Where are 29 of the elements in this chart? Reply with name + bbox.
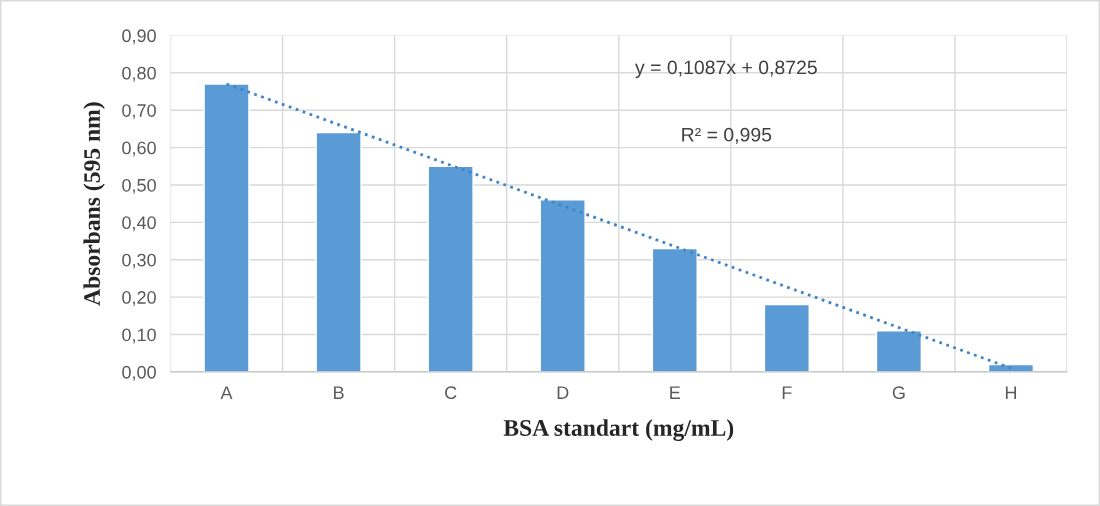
y-axis-title: Absorbans (595 nm) <box>83 102 105 306</box>
x-tick-label: A <box>220 386 233 399</box>
y-tick-label: 0,60 <box>122 141 156 157</box>
y-tick-label: 0,70 <box>122 104 156 120</box>
annotation: y = 0,1087x + 0,8725 <box>635 60 817 79</box>
y-tick-label: 0,40 <box>122 216 156 232</box>
annotation: R² = 0,995 <box>682 127 772 144</box>
bar <box>539 199 586 372</box>
bar <box>763 303 810 372</box>
y-tick-label: 0,20 <box>122 291 156 306</box>
x-tick-label: F <box>782 386 792 399</box>
bar <box>315 131 362 372</box>
bar <box>203 83 250 372</box>
x-tick-label: E <box>670 386 681 399</box>
bar <box>651 247 698 372</box>
y-tick-label: 0,10 <box>122 328 156 344</box>
x-tick-label: H <box>1005 386 1017 399</box>
x-tick-label: B <box>334 386 344 399</box>
x-tick-label: D <box>557 386 569 399</box>
bar <box>875 330 923 372</box>
x-tick-label: G <box>892 386 905 400</box>
y-tick-label: 0,30 <box>122 253 156 269</box>
y-tick-label: 0,00 <box>122 365 156 381</box>
y-tick-label: 0,90 <box>122 29 156 45</box>
y-tick-label: 0,80 <box>122 66 156 82</box>
bar <box>427 165 474 372</box>
y-tick-label: 0,50 <box>122 178 156 194</box>
x-axis-title: BSA standart (mg/mL) <box>503 419 734 441</box>
x-tick-label: C <box>445 386 457 400</box>
